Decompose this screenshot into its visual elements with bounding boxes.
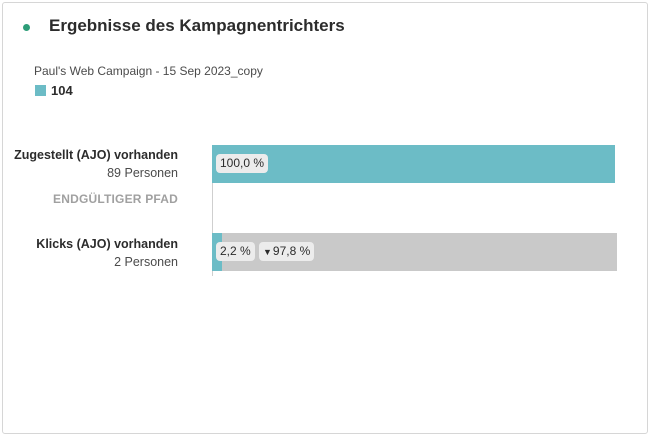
- bar-fill: [212, 145, 615, 183]
- step-people: 2 Personen: [114, 255, 178, 269]
- funnel-bar-delivered[interactable]: 100,0 %: [212, 145, 615, 183]
- step-name: Zugestellt (AJO) vorhanden: [14, 148, 178, 162]
- legend-swatch: [35, 85, 46, 96]
- percent-badge: 2,2 %: [216, 242, 255, 261]
- card-title: Ergebnisse des Kampagnentrichters: [49, 16, 345, 35]
- title-status-dot: [23, 24, 30, 31]
- legend-count: 104: [51, 83, 73, 98]
- percent-badge: 100,0 %: [216, 154, 269, 173]
- dropoff-value: 97,8 %: [272, 244, 311, 258]
- funnel-bar-clicks[interactable]: 2,2 % ▼97,8 %: [212, 233, 617, 271]
- step-people: 89 Personen: [107, 166, 178, 180]
- funnel-axis: [212, 145, 213, 276]
- campaign-name: Paul's Web Campaign - 15 Sep 2023_copy: [34, 64, 263, 78]
- final-path-label: ENDGÜLTIGER PFAD: [53, 192, 178, 206]
- funnel-step-label-clicks: Klicks (AJO) vorhanden 2 Personen: [36, 237, 178, 269]
- down-arrow-icon: ▼: [263, 247, 272, 257]
- step-name: Klicks (AJO) vorhanden: [36, 237, 178, 251]
- dropoff-badge: ▼97,8 %: [259, 242, 315, 261]
- funnel-step-label-delivered: Zugestellt (AJO) vorhanden 89 Personen: [14, 148, 178, 180]
